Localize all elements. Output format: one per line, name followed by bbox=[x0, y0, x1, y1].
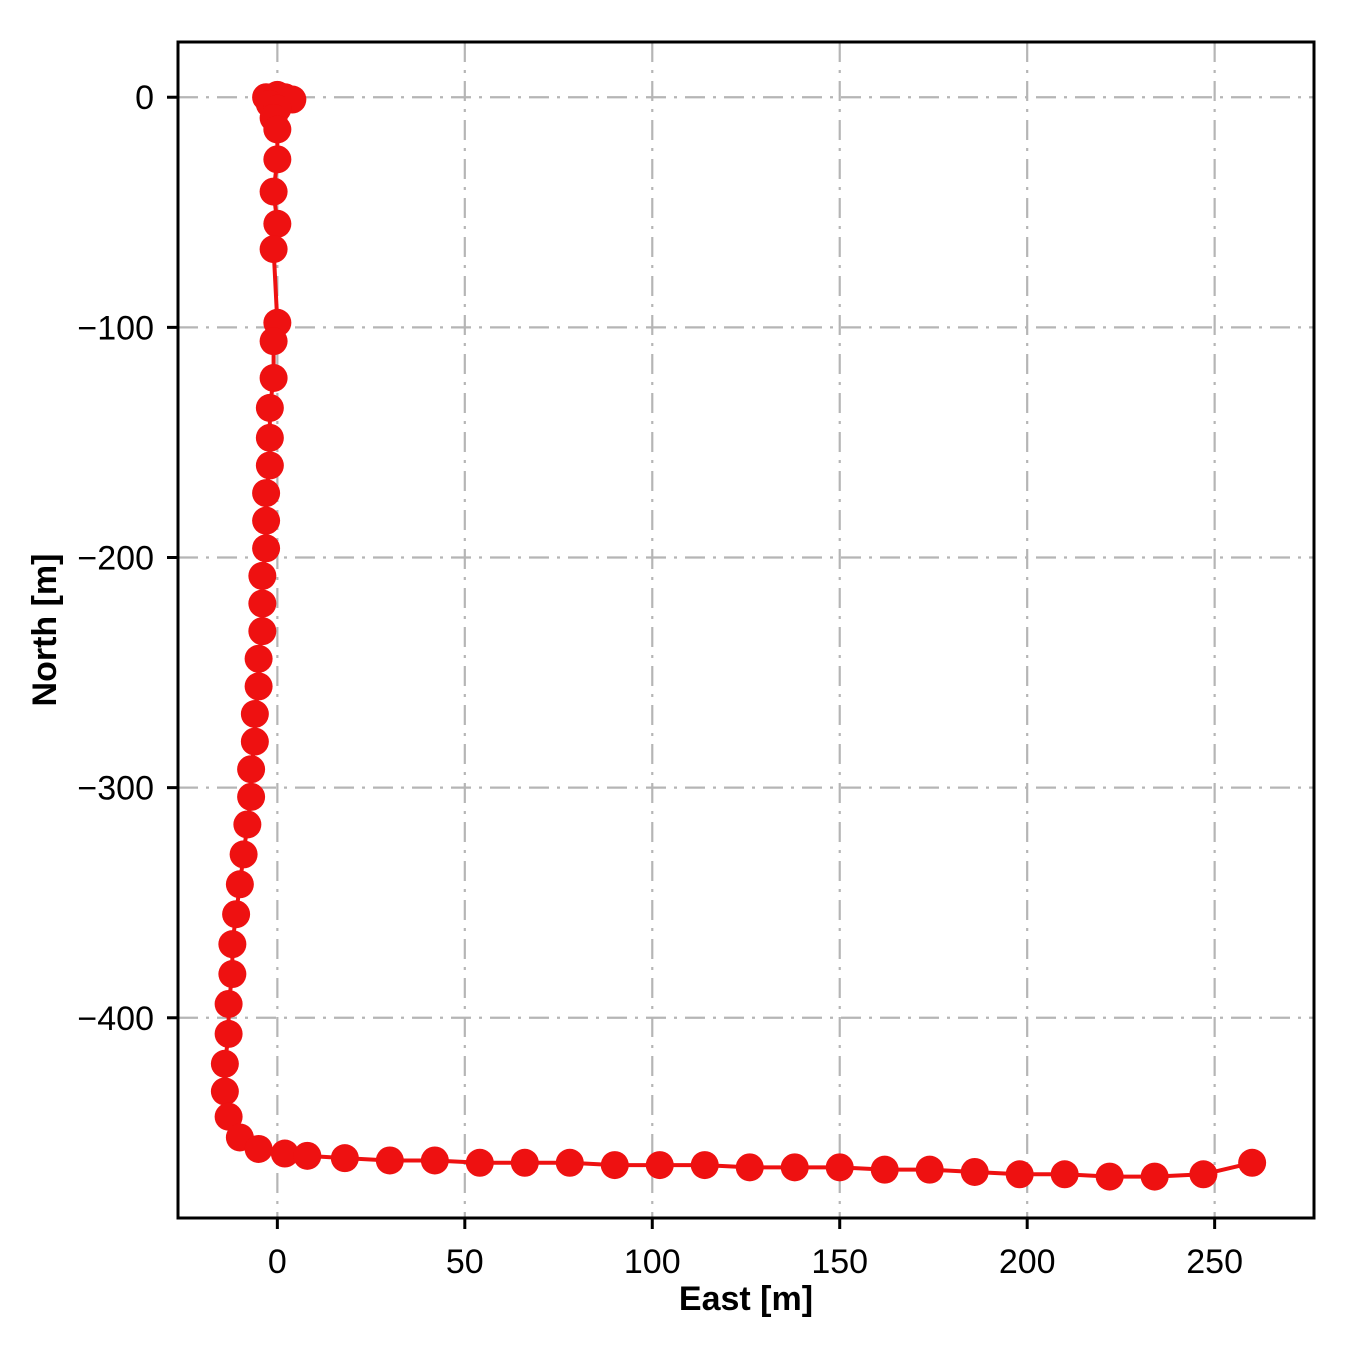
data-point-marker bbox=[510, 1148, 539, 1177]
y-axis-label: North [m] bbox=[26, 554, 64, 707]
data-point-marker bbox=[1095, 1162, 1124, 1191]
data-point-marker bbox=[259, 364, 288, 392]
data-point-marker bbox=[233, 810, 262, 839]
data-point-marker bbox=[1005, 1160, 1034, 1189]
data-point-marker bbox=[218, 930, 247, 959]
x-tick-label: 50 bbox=[446, 1243, 484, 1281]
data-point-marker bbox=[825, 1153, 854, 1182]
y-tick-label: −100 bbox=[77, 309, 154, 347]
data-point-marker bbox=[248, 561, 277, 590]
data-point-marker bbox=[1189, 1160, 1218, 1189]
data-point-marker bbox=[255, 423, 284, 452]
data-point-marker bbox=[259, 235, 288, 264]
data-point-marker bbox=[255, 451, 284, 480]
data-point-marker bbox=[690, 1151, 719, 1180]
data-point-marker bbox=[263, 115, 292, 144]
data-point-marker bbox=[270, 1139, 299, 1168]
data-point-marker bbox=[259, 327, 288, 356]
x-axis-label: East [m] bbox=[679, 1280, 813, 1318]
data-point-marker bbox=[555, 1148, 584, 1177]
data-point-marker bbox=[218, 960, 247, 989]
x-tick-label: 100 bbox=[624, 1243, 681, 1281]
data-point-marker bbox=[420, 1146, 449, 1175]
data-point-marker bbox=[645, 1151, 674, 1180]
data-point-marker bbox=[244, 644, 273, 673]
data-point-marker bbox=[248, 589, 277, 618]
data-point-marker bbox=[240, 700, 269, 728]
x-tick-label: 150 bbox=[811, 1243, 868, 1281]
trajectory-line bbox=[222, 92, 1255, 1179]
x-tick-label: 250 bbox=[1186, 1243, 1243, 1281]
y-tick-label: 0 bbox=[135, 79, 154, 117]
data-point-marker bbox=[255, 393, 284, 422]
data-point-marker bbox=[780, 1153, 809, 1182]
data-point-marker bbox=[960, 1157, 989, 1186]
data-point-marker bbox=[237, 782, 266, 811]
data-point-marker bbox=[915, 1155, 944, 1184]
data-point-marker bbox=[1140, 1162, 1169, 1191]
data-point-marker bbox=[1050, 1160, 1079, 1189]
data-point-marker bbox=[252, 479, 281, 508]
data-point-marker bbox=[252, 506, 281, 535]
data-point-marker bbox=[237, 755, 266, 784]
data-point-marker bbox=[210, 1049, 239, 1078]
data-point-marker bbox=[225, 870, 254, 899]
data-point-marker bbox=[214, 1102, 243, 1131]
data-point-marker bbox=[259, 177, 288, 206]
y-tick-label: −400 bbox=[77, 1000, 154, 1038]
data-point-marker bbox=[222, 900, 251, 929]
data-point-marker bbox=[240, 727, 269, 756]
data-point-marker bbox=[244, 1134, 273, 1163]
data-point-marker bbox=[375, 1146, 404, 1175]
data-point-marker bbox=[735, 1153, 764, 1182]
data-point-marker bbox=[293, 1141, 322, 1170]
data-point-marker bbox=[214, 1019, 243, 1048]
data-point-marker bbox=[244, 672, 273, 701]
y-tick-label: −200 bbox=[77, 540, 154, 578]
x-tick-label: 200 bbox=[999, 1243, 1056, 1281]
data-point-marker bbox=[1238, 1148, 1267, 1177]
data-point-marker bbox=[870, 1155, 899, 1184]
data-point-marker bbox=[263, 145, 292, 174]
data-point-marker bbox=[252, 534, 281, 563]
data-point-marker bbox=[330, 1144, 359, 1173]
data-point-marker bbox=[248, 617, 277, 646]
data-point-marker bbox=[263, 209, 292, 238]
axes-frame bbox=[176, 40, 1316, 1220]
y-tick-label: −300 bbox=[77, 770, 154, 808]
data-point-marker bbox=[210, 1077, 239, 1106]
data-point-marker bbox=[465, 1148, 494, 1177]
data-point-marker bbox=[600, 1151, 629, 1180]
data-point-marker bbox=[229, 840, 258, 869]
x-tick-label: 0 bbox=[268, 1243, 287, 1281]
data-point-marker bbox=[214, 989, 243, 1018]
